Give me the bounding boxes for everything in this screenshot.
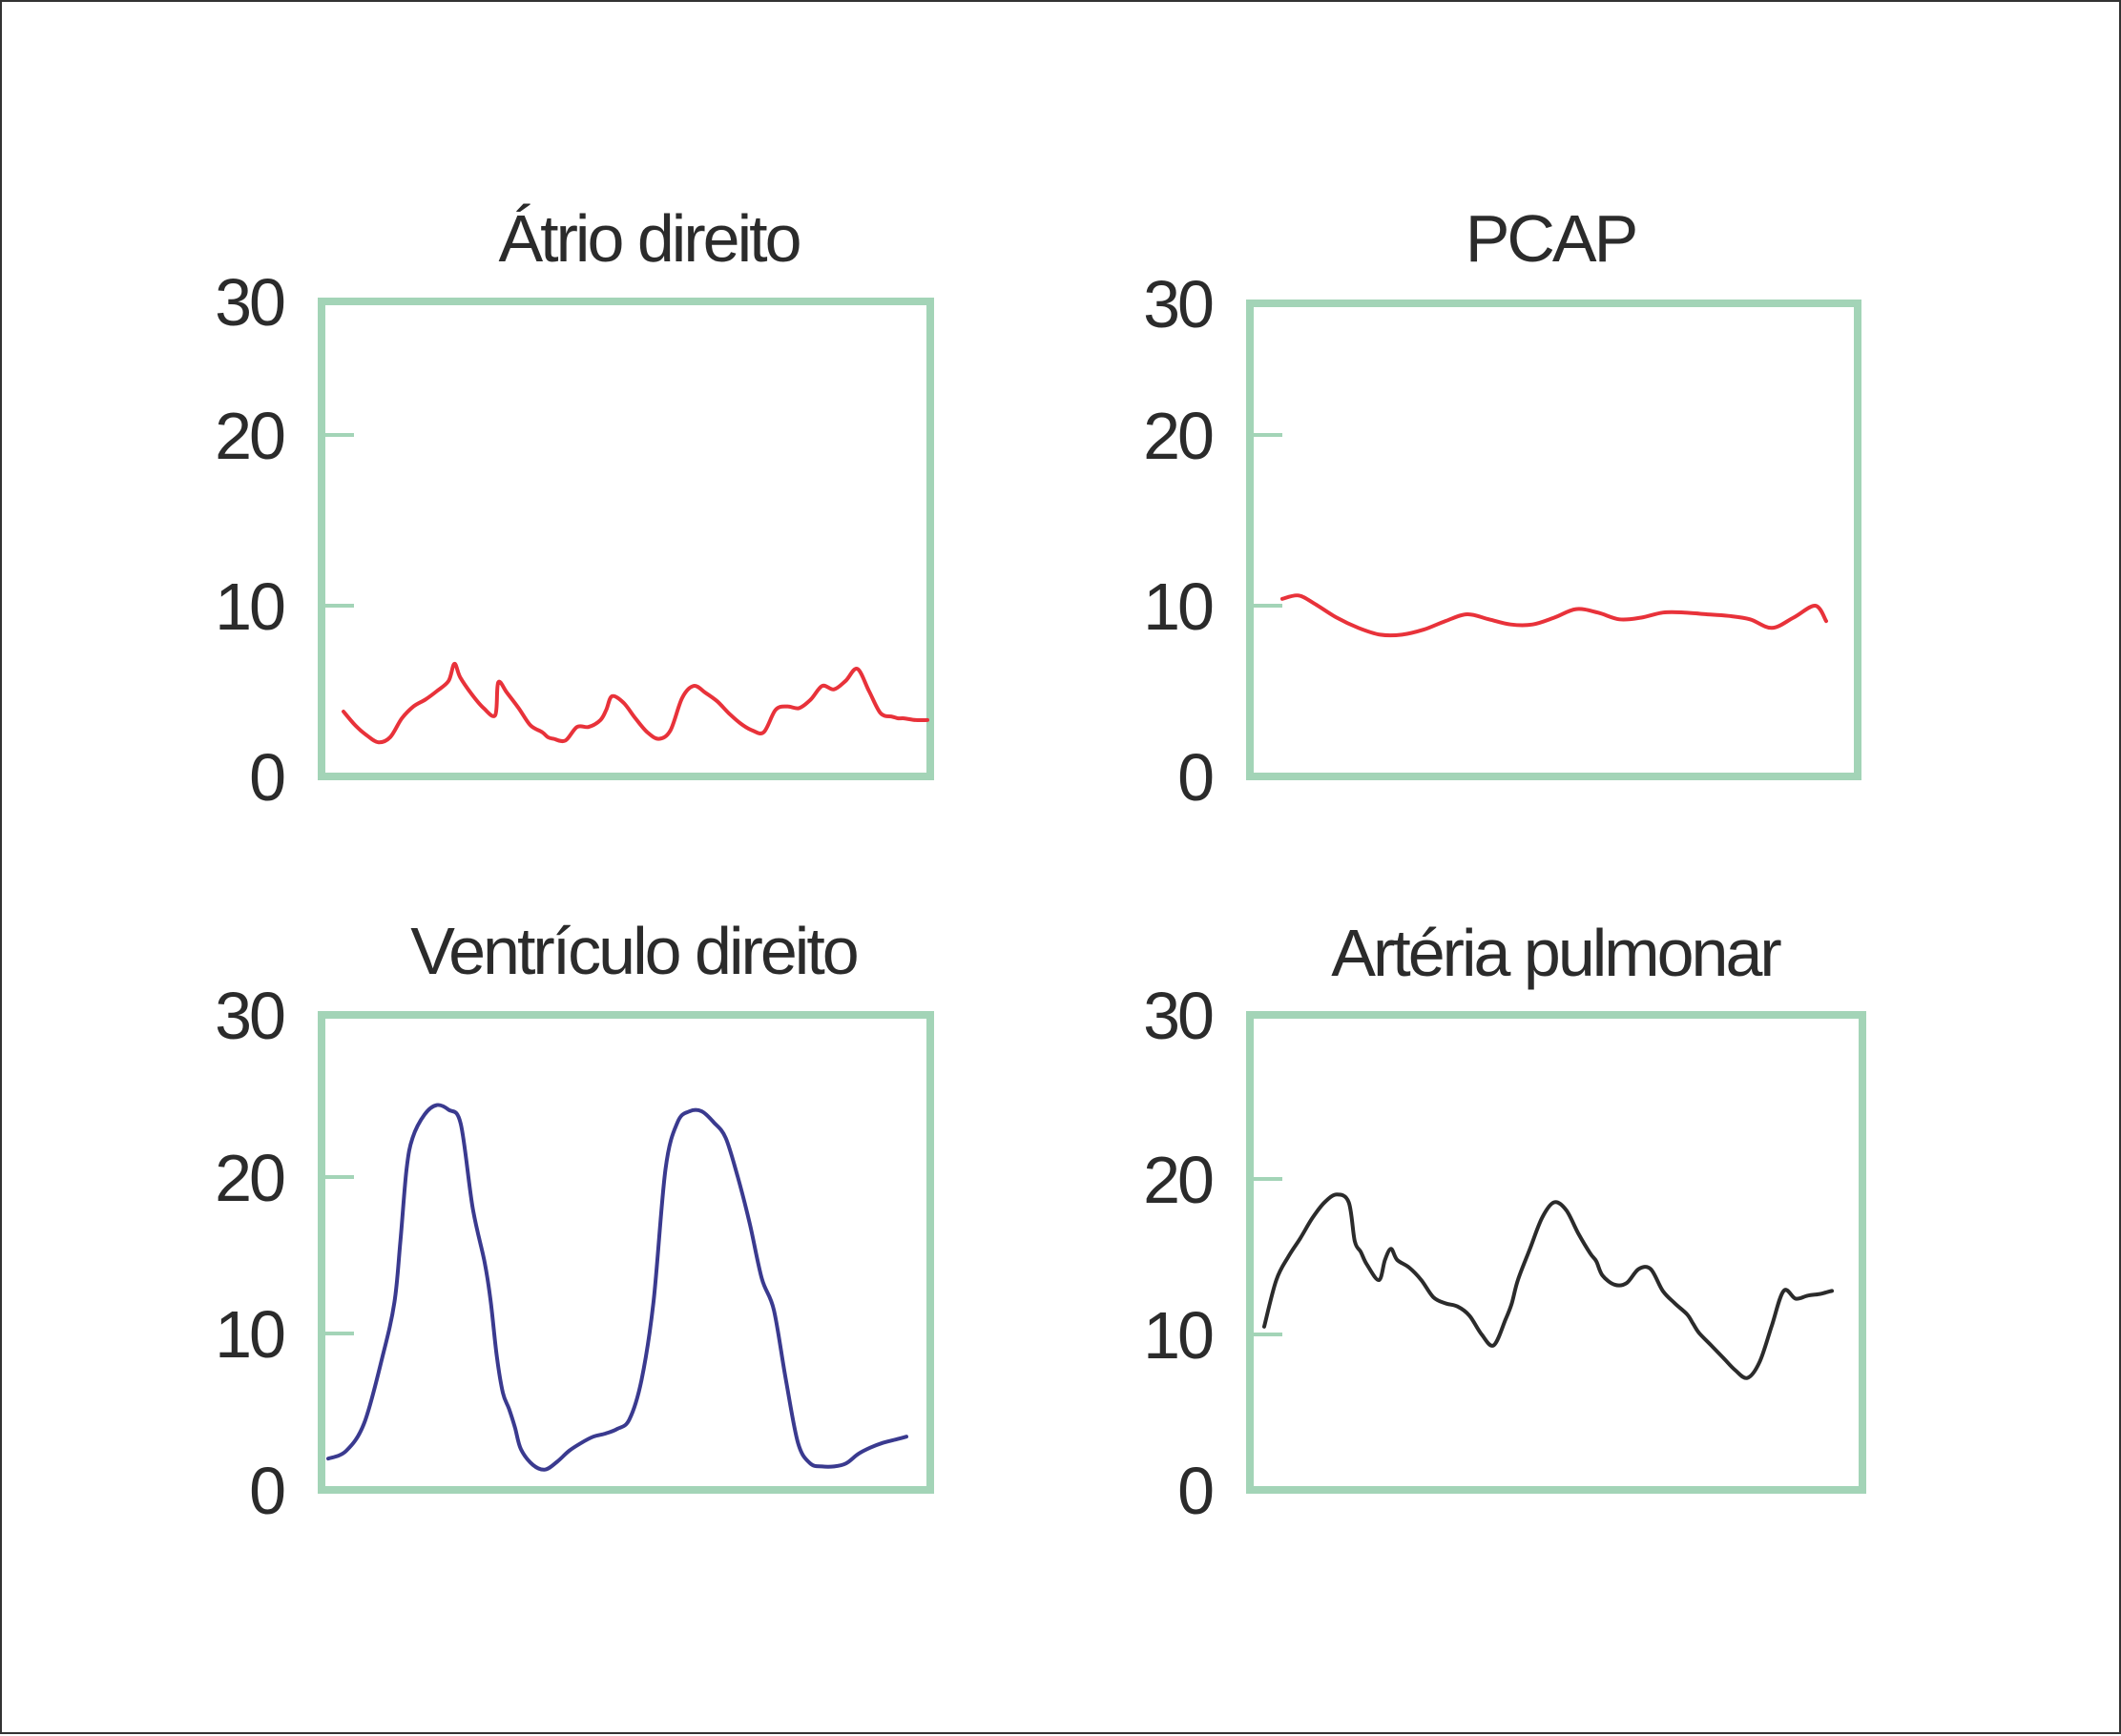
- tick-20-label: 20: [215, 399, 284, 473]
- panel-title: Ventrículo direito: [410, 914, 856, 988]
- plot-frame: [1246, 1011, 1866, 1494]
- tick-0-label: 0: [249, 1454, 284, 1528]
- panel-ventriculo-direito: Ventrículo direito 0 10 20 30: [215, 914, 934, 1528]
- tick-30-label: 30: [1143, 979, 1213, 1053]
- plot-frame: [1246, 300, 1861, 780]
- series-line-0: [326, 1103, 908, 1472]
- tick-10-label: 10: [1143, 1298, 1213, 1373]
- series-line-0: [1262, 1192, 1834, 1380]
- tick-30-label: 30: [215, 265, 284, 340]
- tick-20-label: 20: [1143, 1143, 1213, 1217]
- plot-frame: [318, 1011, 934, 1494]
- tick-20-label: 20: [1143, 399, 1213, 473]
- panel-title: PCAP: [1466, 201, 1636, 276]
- tick-20-label: 20: [215, 1141, 284, 1215]
- series-line-0: [1280, 593, 1828, 638]
- series-line-0: [342, 661, 929, 745]
- panel-arteria-pulmonar: Artéria pulmonar 0 10 20 30: [1143, 916, 1866, 1528]
- panel-title: Artéria pulmonar: [1331, 916, 1781, 990]
- tick-10-label: 10: [1143, 569, 1213, 644]
- tick-30-label: 30: [1143, 267, 1213, 341]
- tick-0-label: 0: [1177, 1454, 1213, 1528]
- tick-10-label: 10: [215, 569, 284, 644]
- panel-atrio-direito: Átrio direito 0 10 20 30: [215, 201, 934, 815]
- panel-pcap: PCAP 0 10 20 30: [1143, 201, 1861, 815]
- tick-10-label: 10: [215, 1297, 284, 1372]
- tick-0-label: 0: [1177, 740, 1213, 815]
- tick-0-label: 0: [249, 740, 284, 815]
- plot-frame: [318, 298, 934, 780]
- tick-30-label: 30: [215, 979, 284, 1053]
- panel-title: Átrio direito: [498, 201, 799, 276]
